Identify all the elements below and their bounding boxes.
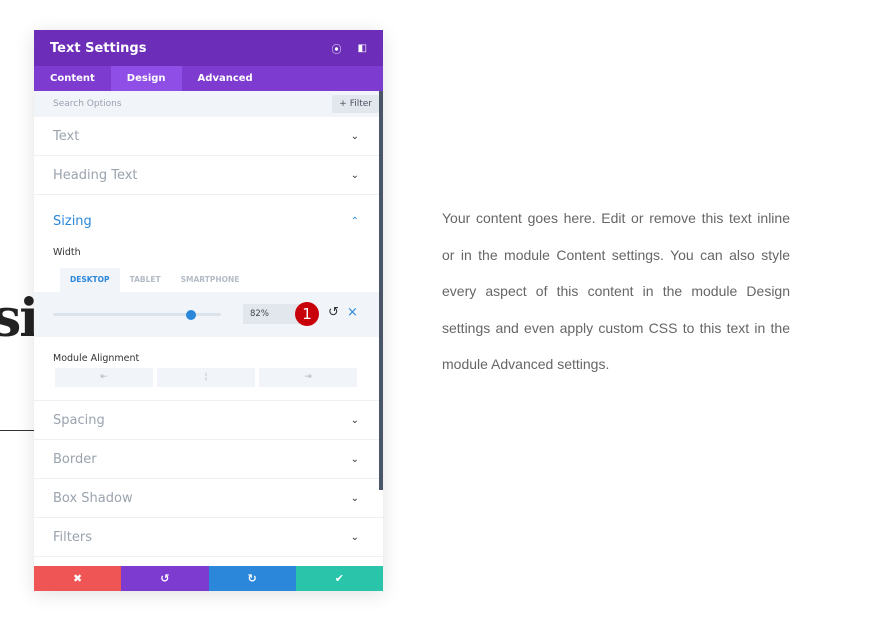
fullscreen-icon[interactable]: ⦿ [331,44,342,56]
tab-tablet[interactable]: TABLET [129,275,161,284]
width-slider[interactable] [53,309,221,320]
section-text[interactable]: Text ⌄ [34,117,383,156]
section-label: Sizing [53,213,92,229]
device-tabs: DESKTOP TABLET SMARTPHONE [60,268,383,292]
section-sizing: Sizing ⌃ Width DESKTOP TABLET SMARTPHONE … [34,195,383,401]
save-button[interactable]: ✔ [295,566,383,591]
panel-header: Text Settings ⦿ ◧ [34,30,383,66]
chevron-down-icon: ⌄ [350,453,359,465]
chevron-down-icon: ⌄ [350,414,359,426]
panel-title: Text Settings [50,40,147,56]
section-label: Border [53,451,97,467]
tab-advanced[interactable]: Advanced [197,73,253,84]
chevron-down-icon: ⌄ [350,531,359,543]
reset-icon[interactable]: ↺ [328,305,339,320]
step-badge: 1 [295,302,319,326]
sidebar-toggle-icon[interactable]: ◧ [357,42,367,54]
close-icon[interactable]: × [347,305,358,320]
tab-desktop[interactable]: DESKTOP [60,268,120,292]
undo-button[interactable]: ↺ [121,566,209,591]
section-spacing[interactable]: Spacing ⌄ [34,401,383,440]
tab-smartphone[interactable]: SMARTPHONE [180,275,240,284]
tab-content[interactable]: Content [50,73,95,84]
chevron-down-icon: ⌄ [350,130,359,142]
panel-footer: ✖ ↺ ↻ ✔ [34,566,383,591]
divider [0,430,40,431]
sizing-header[interactable]: Sizing ⌃ [34,195,383,247]
section-label: Filters [53,529,92,545]
module-alignment-label: Module Alignment [53,353,140,364]
tab-design[interactable]: Design [110,66,182,91]
section-label: Heading Text [53,167,138,183]
panel-tabs: Content Design Advanced [34,66,383,91]
search-bar: Search Options + Filter [34,91,383,117]
cancel-button[interactable]: ✖ [34,566,122,591]
slider-handle[interactable] [185,309,196,320]
text-module-content: Your content goes here. Edit or remove t… [442,210,790,372]
section-box-shadow[interactable]: Box Shadow ⌄ [34,479,383,518]
section-label: Text [53,128,80,144]
section-label: Spacing [53,412,105,428]
chevron-down-icon: ⌄ [350,492,359,504]
alignment-buttons: ⇤ ¦ ⇥ [34,368,383,387]
section-heading-text[interactable]: Heading Text ⌄ [34,156,383,195]
width-control-row: 82% 1 ↺ × [34,292,383,337]
align-center-button[interactable]: ¦ [157,368,255,387]
width-label: Width [53,247,81,258]
section-label: Box Shadow [53,490,133,506]
redo-button[interactable]: ↻ [208,566,296,591]
align-left-button[interactable]: ⇤ [55,368,153,387]
width-value-input[interactable]: 82% [243,304,303,324]
section-filters[interactable]: Filters ⌄ [34,518,383,557]
chevron-down-icon: ⌄ [350,169,359,181]
scrollbar[interactable] [379,91,383,490]
text-settings-panel: Text Settings ⦿ ◧ Content Design Advance… [34,30,383,591]
align-right-button[interactable]: ⇥ [259,368,357,387]
search-input[interactable]: Search Options [53,99,122,109]
filter-button[interactable]: + Filter [332,95,379,113]
section-border[interactable]: Border ⌄ [34,440,383,479]
chevron-up-icon: ⌃ [350,215,359,227]
